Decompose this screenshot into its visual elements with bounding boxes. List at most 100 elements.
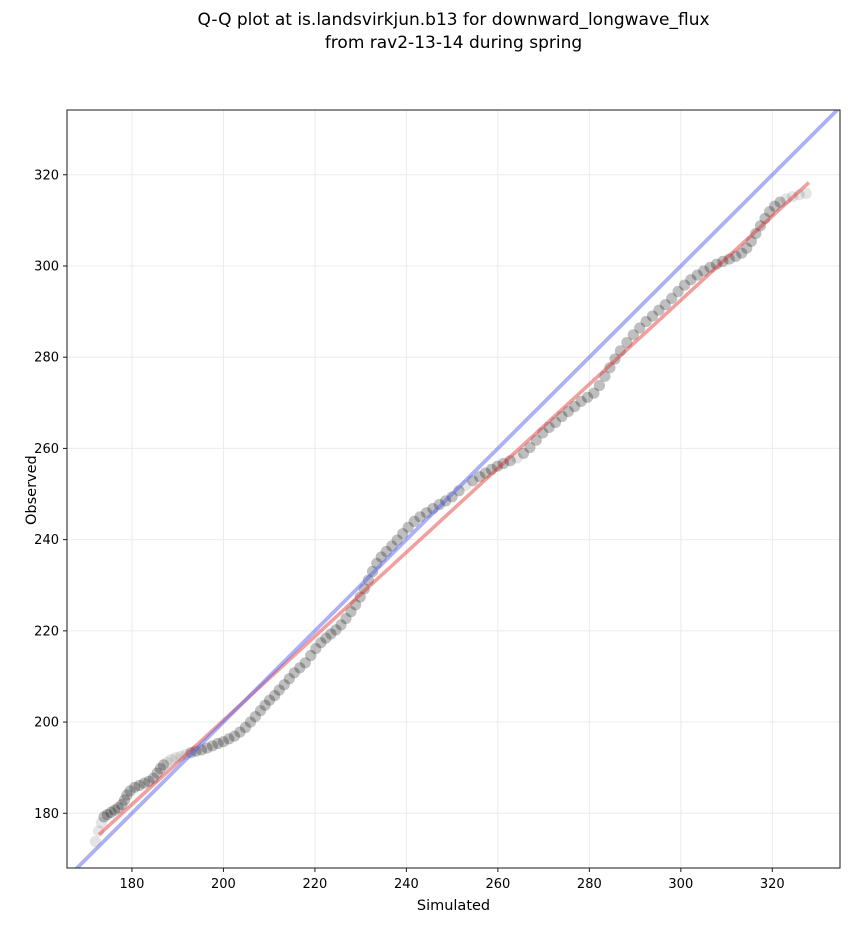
quantile-point (340, 612, 352, 625)
quantile-point (621, 337, 633, 349)
x-tick-label: 200 (211, 877, 236, 892)
quantile-point (479, 467, 492, 479)
chart-title-line2: from rav2-13-14 during spring (324, 33, 583, 53)
quantile-point (593, 379, 606, 392)
quantile-point (217, 736, 229, 748)
quantile-point (95, 817, 107, 829)
quantile-point (604, 362, 616, 374)
quantile-point (157, 759, 170, 771)
quantile-point (299, 657, 311, 669)
quantile-point (691, 269, 703, 281)
identity-line (74, 110, 840, 868)
quantile-point (474, 471, 486, 483)
quantile-point (234, 726, 246, 738)
quantile-point (121, 789, 133, 801)
quantile-point (119, 794, 131, 806)
quantile-point (530, 434, 542, 446)
quantile-point (350, 599, 362, 611)
quantile-point (599, 370, 611, 382)
quantile-point (201, 742, 213, 754)
quantile-point (354, 591, 366, 603)
quantile-point (414, 511, 426, 523)
quantile-point (269, 690, 281, 702)
quantile-point (678, 279, 691, 291)
quantile-point (254, 705, 267, 717)
quantile-point (549, 416, 562, 428)
quantile-point (116, 799, 128, 811)
quantile-point (112, 802, 124, 814)
quantile-point (786, 191, 799, 203)
quantile-point (537, 427, 549, 439)
quantile-point (588, 387, 600, 399)
quantile-point (736, 247, 748, 259)
plot-frame (66, 109, 841, 869)
quantile-point (244, 716, 256, 728)
quantile-point (764, 206, 776, 218)
quantile-point (133, 779, 145, 792)
quantile-point (212, 737, 224, 750)
quantile-point (543, 421, 555, 433)
quantile-point (575, 395, 587, 407)
quantile-point (793, 189, 805, 201)
quantile-point (239, 721, 251, 734)
quantile-point (634, 322, 646, 334)
tick-labels: 180 200 220 240 260 280 300 320 180 200 220 240 260 2… (34, 168, 785, 892)
quantile-point (154, 763, 166, 775)
quantile-point (325, 628, 337, 640)
quantile-point (685, 274, 697, 286)
quantile-point (397, 528, 409, 540)
scatter-points (89, 187, 812, 848)
y-tick-label: 280 (34, 351, 59, 366)
quantile-point (129, 781, 141, 793)
quantile-point (335, 619, 347, 631)
quantile-point (391, 534, 403, 546)
quantile-point (698, 265, 710, 277)
quantile-point (124, 785, 136, 797)
x-tick-label: 300 (668, 877, 693, 892)
quantile-point (491, 460, 503, 472)
quantile-point (206, 740, 219, 752)
chart-title: Q-Q plot at is.landsvirkjun.b13 for down… (67, 9, 840, 55)
quantile-point (609, 353, 621, 365)
x-tick-label: 320 (760, 877, 785, 892)
quantile-point (704, 261, 716, 273)
quantile-point (264, 694, 276, 706)
quantile-point (223, 733, 235, 745)
quantile-point (800, 187, 812, 200)
quantile-point (511, 452, 523, 464)
quantile-point (283, 673, 295, 685)
quantile-point (273, 684, 285, 696)
quantile-point (138, 777, 150, 789)
quantile-point (627, 329, 639, 341)
quantile-point (259, 699, 271, 711)
y-tick-label: 320 (34, 168, 59, 183)
x-axis-label: Simulated (416, 898, 491, 914)
quantile-point (710, 258, 723, 270)
quantile-point (345, 606, 357, 618)
quantile-point (161, 756, 173, 768)
quantile-point (402, 521, 414, 533)
quantile-point (315, 637, 327, 649)
quantile-point (330, 624, 342, 636)
fit-line (97, 181, 811, 837)
gridlines (67, 110, 840, 868)
quantile-point (151, 767, 163, 779)
quantile-point (741, 242, 753, 254)
x-tick-label: 240 (394, 877, 419, 892)
quantile-point (143, 775, 155, 787)
quantile-point (165, 753, 177, 766)
y-tick-label: 260 (34, 442, 59, 457)
quantile-point (614, 345, 627, 357)
quantile-point (228, 730, 240, 742)
quantile-point (730, 250, 742, 262)
x-tick-label: 280 (577, 877, 602, 892)
quantile-point (640, 316, 652, 328)
y-tick-label: 200 (34, 716, 59, 731)
quantile-point (759, 212, 771, 225)
quantile-point (717, 255, 729, 267)
quantile-point (556, 410, 568, 423)
x-tick-label: 180 (120, 877, 145, 892)
y-tick-label: 220 (34, 624, 59, 639)
